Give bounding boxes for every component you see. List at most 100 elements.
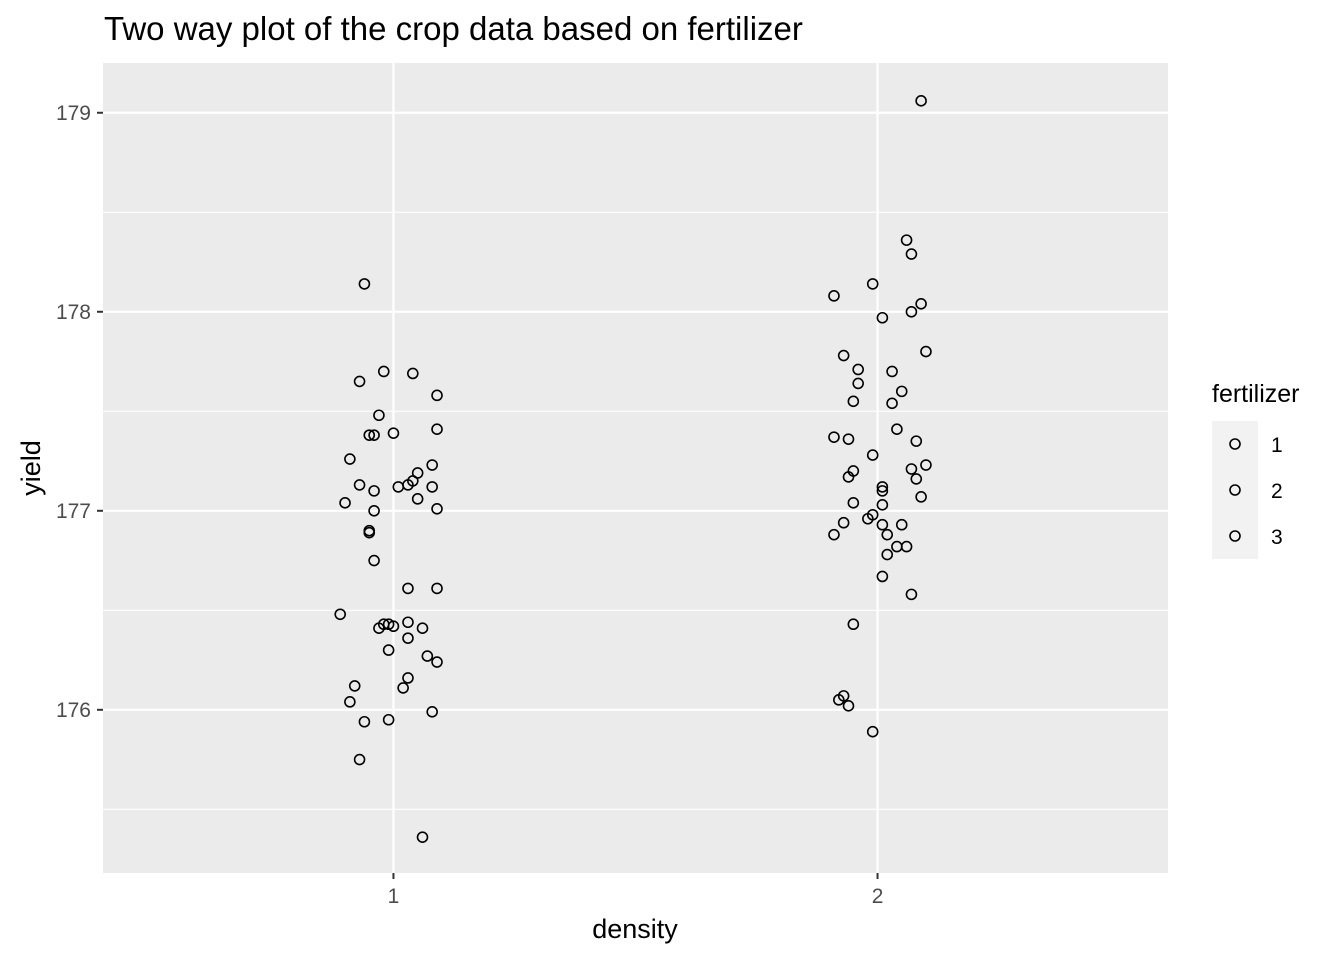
data-point xyxy=(377,365,390,378)
legend-key-background xyxy=(1212,421,1258,559)
x-axis-title: density xyxy=(592,914,678,944)
data-point xyxy=(348,680,361,692)
data-point xyxy=(368,429,380,441)
data-point xyxy=(876,570,889,583)
data-point xyxy=(915,298,927,310)
data-point xyxy=(905,248,918,260)
data-point xyxy=(387,620,400,633)
plot-panel xyxy=(103,63,1168,873)
data-point xyxy=(416,622,429,635)
data-point xyxy=(891,540,903,553)
data-point xyxy=(920,345,932,358)
data-point xyxy=(891,423,903,435)
data-point xyxy=(358,278,371,290)
data-point xyxy=(426,481,438,493)
data-point xyxy=(837,349,850,362)
data-point xyxy=(915,491,927,503)
data-point xyxy=(905,588,918,601)
data-point xyxy=(842,433,855,445)
data-point xyxy=(920,459,932,471)
data-point xyxy=(828,528,840,541)
data-point xyxy=(866,278,879,290)
data-point xyxy=(847,618,860,631)
data-point xyxy=(847,497,860,509)
data-point xyxy=(895,385,908,398)
data-point xyxy=(363,526,376,539)
y-tick-label: 176 xyxy=(56,699,91,722)
data-point xyxy=(358,715,371,728)
data-point xyxy=(905,305,918,318)
legend-key-circle xyxy=(1229,438,1241,450)
data-point xyxy=(339,497,351,509)
data-point xyxy=(431,502,443,515)
data-point xyxy=(353,753,366,766)
data-point xyxy=(876,311,889,324)
data-point xyxy=(895,518,908,531)
legend-label: 3 xyxy=(1271,526,1283,549)
data-points xyxy=(334,95,932,843)
data-point xyxy=(866,449,879,461)
data-point xyxy=(876,485,889,497)
chart-title: Two way plot of the crop data based on f… xyxy=(104,10,803,47)
data-point xyxy=(402,672,414,684)
data-point xyxy=(862,512,874,525)
x-tick-label: 1 xyxy=(388,885,400,908)
data-point xyxy=(833,694,845,706)
data-point xyxy=(397,682,409,694)
data-point xyxy=(373,409,385,422)
data-point xyxy=(852,363,864,376)
data-point xyxy=(392,481,405,493)
data-point xyxy=(876,499,889,511)
data-point xyxy=(344,696,356,708)
data-point xyxy=(353,375,366,388)
legend-title: fertilizer xyxy=(1212,380,1300,408)
data-point xyxy=(842,471,855,483)
data-point xyxy=(431,656,443,668)
data-point xyxy=(886,365,898,378)
y-axis-ticks: 176 177 178 179 xyxy=(56,102,103,722)
data-point xyxy=(368,485,380,497)
data-point xyxy=(431,423,443,435)
data-point xyxy=(344,453,356,465)
data-point xyxy=(881,528,894,541)
data-point xyxy=(426,705,438,718)
data-point xyxy=(900,234,913,246)
data-point xyxy=(334,608,347,621)
data-point xyxy=(837,516,850,529)
y-axis-title: yield xyxy=(16,440,46,496)
data-point xyxy=(847,395,860,408)
data-point xyxy=(910,473,923,485)
data-point xyxy=(387,427,400,439)
data-point xyxy=(886,397,898,410)
y-tick-label: 179 xyxy=(56,102,91,125)
data-point xyxy=(363,429,376,441)
data-point xyxy=(421,650,434,662)
data-point xyxy=(373,622,385,635)
x-tick-label: 2 xyxy=(872,885,884,908)
legend: fertilizer 1 2 3 xyxy=(1212,380,1300,559)
data-point xyxy=(411,493,424,505)
data-point xyxy=(910,435,923,447)
data-point xyxy=(431,582,443,595)
data-point xyxy=(915,95,927,107)
data-point xyxy=(876,518,889,531)
data-point xyxy=(368,504,380,517)
legend-key-circle xyxy=(1229,530,1241,542)
data-point xyxy=(828,431,840,443)
legend-label: 2 xyxy=(1271,480,1283,503)
data-point xyxy=(402,632,414,644)
legend-label: 1 xyxy=(1271,434,1283,457)
data-point xyxy=(881,548,894,561)
legend-key-circle xyxy=(1229,484,1241,496)
data-point xyxy=(382,644,395,656)
y-tick-label: 178 xyxy=(56,301,91,324)
data-point xyxy=(905,463,918,475)
gridlines xyxy=(103,63,1168,873)
data-point xyxy=(842,700,855,712)
data-point xyxy=(402,582,414,595)
data-point xyxy=(876,481,889,493)
data-point xyxy=(866,725,879,738)
data-point xyxy=(368,554,380,567)
